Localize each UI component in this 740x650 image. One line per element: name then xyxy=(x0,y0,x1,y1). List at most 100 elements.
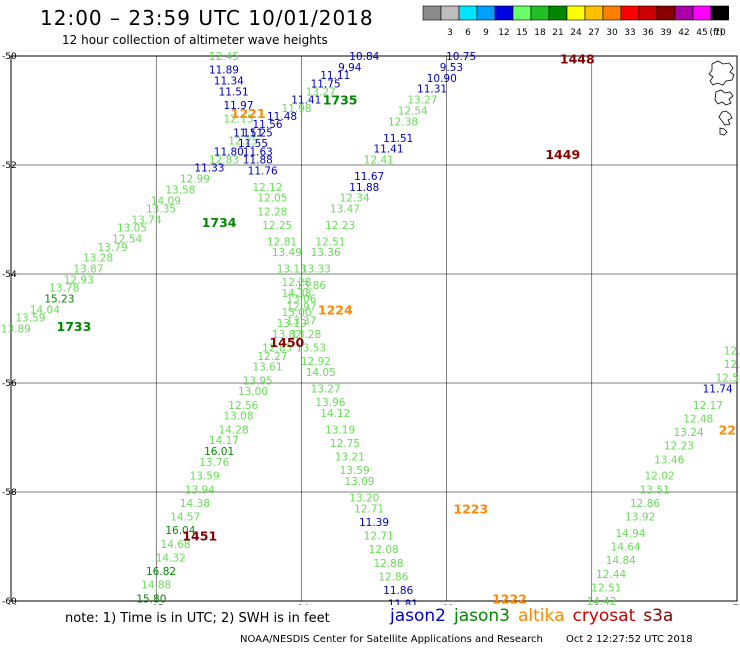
scale-label: 30 xyxy=(606,28,618,38)
wave-height-value: 13.28 xyxy=(291,329,321,341)
wave-height-value: 13.19 xyxy=(325,424,355,436)
track-jason3_pass: 10.849.9411.1111.7513.2711.4111.9811.481… xyxy=(1,51,380,336)
wave-height-value: 13.05 xyxy=(117,223,147,235)
wave-height-value: 12.54 xyxy=(398,106,428,118)
wave-height-value: 14.28 xyxy=(219,424,249,436)
wave-height-value: 11.89 xyxy=(209,65,239,77)
wave-height-value: 13.79 xyxy=(98,242,128,254)
wave-height-value: 13.49 xyxy=(272,247,302,259)
scale-label: 6 xyxy=(465,28,471,38)
wave-height-value: 13.96 xyxy=(315,397,345,409)
wave-height-value: 12.44 xyxy=(596,569,626,581)
pass-time-label: 1734 xyxy=(202,215,237,230)
satellite-tracks: 10.759.5310.9011.3113.2712.5412.3811.511… xyxy=(1,51,740,605)
wave-height-value: 13.06 xyxy=(286,294,316,306)
scale-label: 24 xyxy=(570,28,582,38)
wave-height-value: 13.86 xyxy=(296,280,326,292)
wave-height-value: 16.82 xyxy=(146,566,176,578)
wave-height-value: 11.88 xyxy=(243,155,273,167)
wave-height-value: 13.09 xyxy=(344,476,374,488)
wave-height-value: 12.92 xyxy=(301,356,331,368)
scale-label: 70 xyxy=(714,28,726,38)
wave-height-value: 12.05 xyxy=(257,193,287,205)
wave-height-value: 13.27 xyxy=(311,383,341,395)
wave-height-value: 12.12 xyxy=(252,182,282,194)
track-s3a_pass_1: 10.759.5310.9011.3113.2712.5412.3811.511… xyxy=(136,51,476,605)
wave-height-value: 13.89 xyxy=(1,324,31,336)
wave-height-value: 16.04 xyxy=(165,525,195,537)
scale-label: 15 xyxy=(516,28,527,38)
wave-height-value: 13.00 xyxy=(282,307,312,319)
wave-height-value: 12.56 xyxy=(228,400,258,412)
pass-time-label: 1222 xyxy=(492,591,527,605)
wave-height-value: 12.71 xyxy=(364,531,394,543)
scale-label: 36 xyxy=(642,28,654,38)
wave-height-value: 9.94 xyxy=(338,62,362,74)
wave-height-value: 13.27 xyxy=(306,86,336,98)
pass-time-label: 1449 xyxy=(545,147,580,162)
x-tick-label: -75 xyxy=(730,604,740,605)
y-tick-label: -58 xyxy=(2,488,17,498)
y-tick-label: -50 xyxy=(2,52,17,62)
wave-height-value: 11.25 xyxy=(243,127,273,139)
wave-height-value: 12.28 xyxy=(257,206,287,218)
wave-height-value: 11.33 xyxy=(194,163,224,175)
scale-label: 42 xyxy=(678,28,689,38)
y-tick-label: -52 xyxy=(2,161,17,171)
wave-height-value: 11.48 xyxy=(267,111,297,123)
wave-height-value: 13.59 xyxy=(15,313,45,325)
wave-height-value: 13.94 xyxy=(185,484,215,496)
pass-time-label: 1450 xyxy=(269,335,304,350)
land-island-1 xyxy=(708,60,735,86)
x-tick-label: -84 xyxy=(294,604,309,605)
wave-height-value: 11.97 xyxy=(223,100,253,112)
land-outline xyxy=(708,60,735,136)
scale-swatch xyxy=(710,5,729,21)
wave-height-value: 14.04 xyxy=(30,304,60,316)
wave-height-value: 13.74 xyxy=(131,215,161,227)
scale-label: 45 xyxy=(696,28,707,38)
wave-height-value: 14.68 xyxy=(161,539,191,551)
wave-height-value: 12.23 xyxy=(664,441,694,453)
wave-height-value: 14.38 xyxy=(180,498,210,510)
wave-height-value: 10.90 xyxy=(427,73,457,85)
wave-height-value: 13.51 xyxy=(640,484,670,496)
wave-height-value: 13.95 xyxy=(243,375,273,387)
wave-height-value: 14.94 xyxy=(615,528,645,540)
wave-height-value: 12.02 xyxy=(645,471,675,483)
wave-height-value: 11.86 xyxy=(383,585,413,597)
wave-height-value: 11.80 xyxy=(214,146,244,158)
wave-height-value: 12.86 xyxy=(630,498,660,510)
wave-height-value: 13.92 xyxy=(625,512,655,524)
wave-height-value: 14.38 xyxy=(282,288,312,300)
wave-height-value: 11.75 xyxy=(311,78,341,90)
wave-height-value: 12.81 xyxy=(267,236,297,248)
wave-height-value: 14.32 xyxy=(156,552,186,564)
pass-time-label: 1735 xyxy=(323,93,358,108)
wave-height-value: 10.75 xyxy=(446,51,476,63)
wave-height-value: 13.59 xyxy=(190,471,220,483)
scale-unit: (ft) xyxy=(709,28,723,38)
wave-height-value: 14.57 xyxy=(170,512,200,524)
wave-height-value: 13.28 xyxy=(83,253,113,265)
wave-height-value: 13.58 xyxy=(165,185,195,197)
pass-time-label: 1451 xyxy=(182,529,217,544)
wave-height-value: 14.42 xyxy=(586,596,616,605)
wave-height-value: 13.00 xyxy=(238,386,268,398)
wave-height-value: 12.51 xyxy=(591,582,621,594)
wave-height-value: 13.21 xyxy=(335,452,365,464)
wave-height-value: 12.85 xyxy=(262,343,292,355)
wave-height-value: 11.63 xyxy=(243,146,273,158)
legend-jason3: jason3 xyxy=(454,606,510,626)
scale-label: 9 xyxy=(483,28,489,38)
land-island-2 xyxy=(714,89,734,106)
axis-labels: -90 -87 -84 -81 -78 -75 -50 -52 -54 -56 -58 -60 xyxy=(2,52,740,605)
wave-height-value: 12.51 xyxy=(315,236,345,248)
wave-height-value: 12.93 xyxy=(64,274,94,286)
wave-height-value: 12.25 xyxy=(262,220,292,232)
wave-height-value: 13.20 xyxy=(349,492,379,504)
wave-height-value: 11.51 xyxy=(219,86,249,98)
wave-height-value: 14.12 xyxy=(320,408,350,420)
pass-time-label: 1223 xyxy=(453,501,488,516)
